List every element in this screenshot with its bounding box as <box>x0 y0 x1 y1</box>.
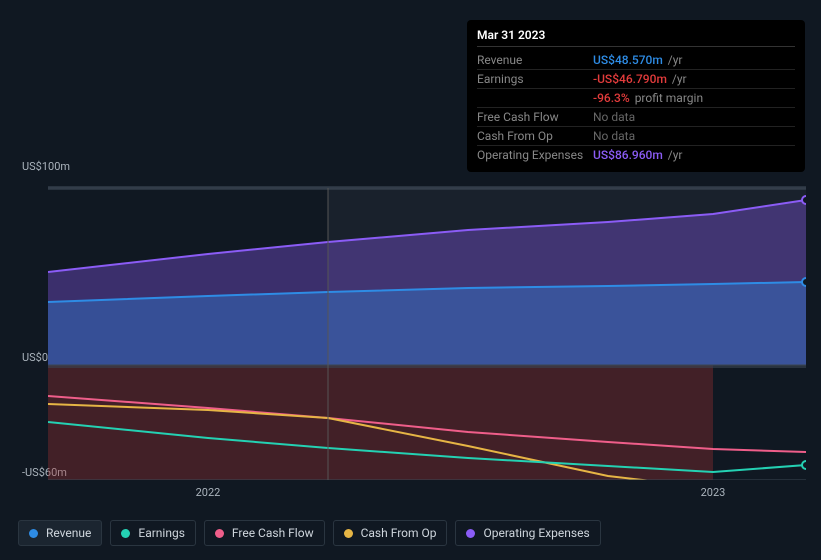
x-axis: 2022 2023 <box>48 484 821 504</box>
tooltip-subrow: -96.3% profit margin <box>477 89 795 108</box>
y-axis-label: US$100m <box>22 160 70 173</box>
chart-legend: Revenue Earnings Free Cash Flow Cash From O… <box>18 520 601 546</box>
legend-item-opex[interactable]: Operating Expenses <box>455 520 600 546</box>
legend-label: Operating Expenses <box>483 526 589 540</box>
endpoint-opex <box>802 196 806 204</box>
y-axis-label: US$0 <box>22 351 48 364</box>
tooltip-row: Free Cash FlowNo data <box>477 108 795 127</box>
tooltip-rows: RevenueUS$48.570m /yrEarnings-US$46.790m… <box>477 51 795 164</box>
chart-plot[interactable] <box>48 174 806 480</box>
legend-swatch <box>121 529 130 538</box>
endpoint-earnings <box>802 461 806 469</box>
legend-swatch <box>466 529 475 538</box>
legend-label: Cash From Op <box>361 526 437 540</box>
legend-swatch <box>29 529 38 538</box>
tooltip-row-value: -US$46.790m /yr <box>593 72 795 86</box>
x-tick-label: 2023 <box>701 486 726 499</box>
legend-item-revenue[interactable]: Revenue <box>18 520 102 546</box>
endpoint-revenue <box>802 278 806 286</box>
legend-item-fcf[interactable]: Free Cash Flow <box>204 520 325 546</box>
legend-swatch <box>344 529 353 538</box>
tooltip-row-value: US$48.570m /yr <box>593 53 795 67</box>
tooltip-row-value: No data <box>593 129 795 143</box>
tooltip-title: Mar 31 2023 <box>477 28 795 47</box>
x-tick-label: 2022 <box>196 486 221 499</box>
tooltip-row: RevenueUS$48.570m /yr <box>477 51 795 70</box>
tooltip-row: Earnings-US$46.790m /yr <box>477 70 795 89</box>
tooltip-row-label: Free Cash Flow <box>477 110 593 124</box>
tooltip-row-label: Cash From Op <box>477 129 593 143</box>
legend-swatch <box>215 529 224 538</box>
legend-label: Free Cash Flow <box>232 526 314 540</box>
legend-label: Earnings <box>138 526 185 540</box>
tooltip-row: Cash From OpNo data <box>477 127 795 146</box>
tooltip-row-value: No data <box>593 110 795 124</box>
legend-item-cashop[interactable]: Cash From Op <box>333 520 448 546</box>
legend-item-earnings[interactable]: Earnings <box>110 520 196 546</box>
legend-label: Revenue <box>46 526 91 540</box>
tooltip-row-label: Earnings <box>477 72 593 86</box>
chart-area: US$100mUS$0-US$60m 20222023 <box>18 160 806 500</box>
chart-tooltip: Mar 31 2023 RevenueUS$48.570m /yrEarning… <box>467 20 805 172</box>
tooltip-row-label: Revenue <box>477 53 593 67</box>
